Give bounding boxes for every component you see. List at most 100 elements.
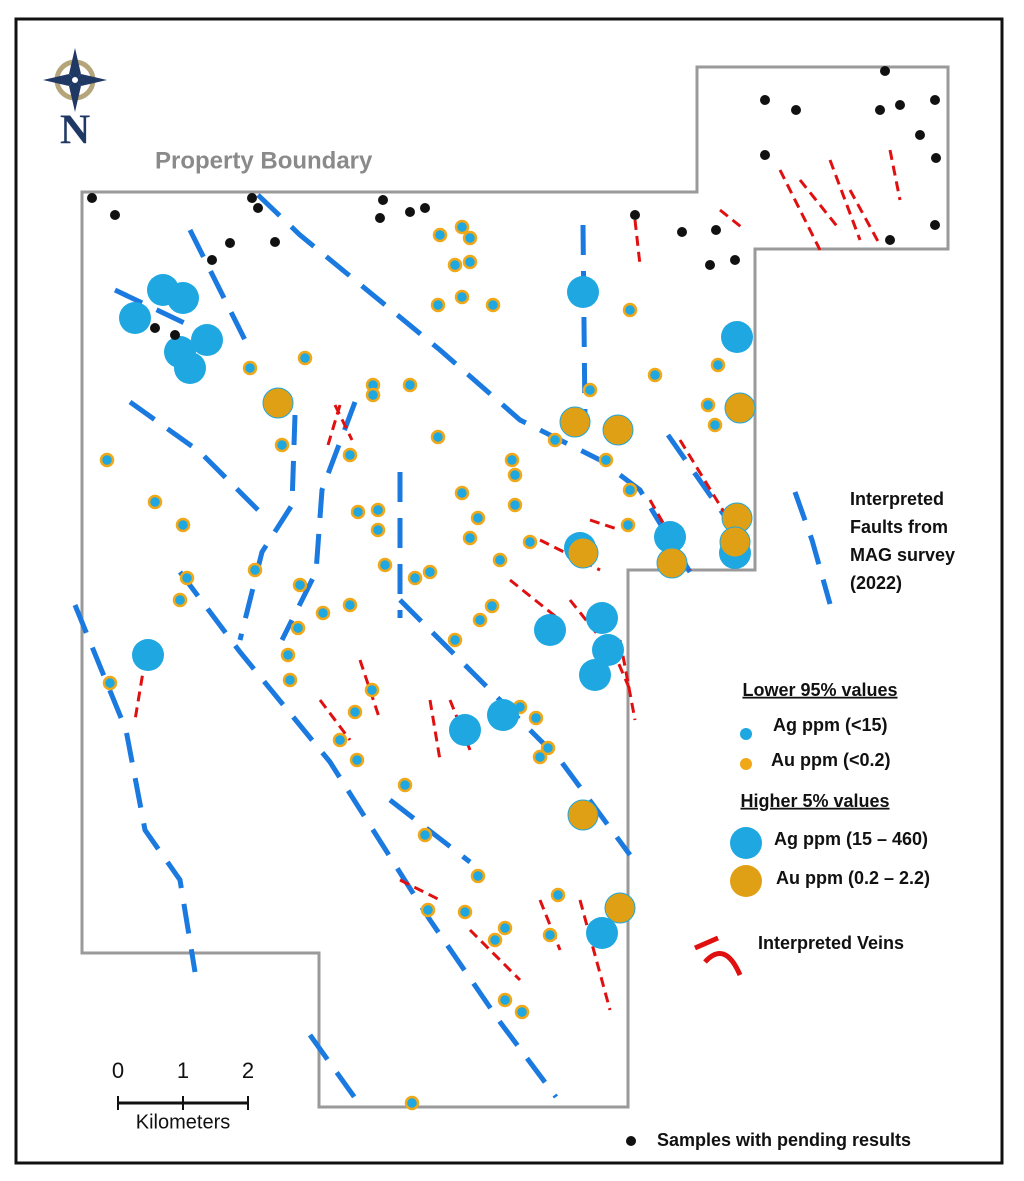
scale-label: 1: [177, 1058, 189, 1083]
sample: [290, 620, 306, 636]
sample-high-au: [719, 526, 751, 558]
samples: [87, 66, 941, 1111]
sample: [242, 360, 258, 376]
sample-pending: [705, 260, 715, 270]
legend-text: Samples with pending results: [657, 1130, 911, 1150]
sample-high-au: [262, 387, 294, 419]
sample-pending: [930, 220, 940, 230]
north-label: N: [60, 108, 90, 154]
sample-high-ag: [586, 917, 618, 949]
sample-high-ag: [487, 699, 519, 731]
sample: [420, 902, 436, 918]
sample: [462, 254, 478, 270]
legend-symbol: [626, 1136, 636, 1146]
vein: [538, 899, 562, 951]
sample-high-au: [567, 799, 599, 831]
boundary-label: Property Boundary: [155, 147, 373, 174]
fault: [128, 399, 267, 519]
sample-high-ag: [449, 714, 481, 746]
sample: [370, 522, 386, 538]
sample: [710, 357, 726, 373]
sample-pending: [110, 210, 120, 220]
sample: [700, 397, 716, 413]
sample: [179, 570, 195, 586]
sample: [365, 387, 381, 403]
property-boundary: [80, 65, 950, 1109]
vein: [509, 578, 561, 622]
scale-unit: Kilometers: [136, 1111, 230, 1133]
fault: [307, 1033, 363, 1107]
legend-heading: Lower 95% values: [742, 680, 897, 700]
sample: [430, 429, 446, 445]
sample-high-au: [656, 547, 688, 579]
fault: [279, 401, 358, 642]
sample-pending: [880, 66, 890, 76]
sample-high-ag: [534, 614, 566, 646]
scale-label: 0: [112, 1058, 124, 1083]
sample-high-ag: [167, 282, 199, 314]
sample-pending: [930, 95, 940, 105]
sample: [598, 452, 614, 468]
sample: [470, 868, 486, 884]
sample-pending: [760, 150, 770, 160]
sample-high-ag: [191, 324, 223, 356]
vein: [448, 699, 472, 751]
legend-text: Faults from: [850, 517, 948, 537]
sample: [487, 932, 503, 948]
sample: [422, 564, 438, 580]
sample: [417, 827, 433, 843]
sample-pending: [170, 330, 180, 340]
fault: [72, 604, 198, 973]
sample: [349, 752, 365, 768]
vein: [578, 899, 612, 1011]
sample-pending: [730, 255, 740, 265]
sample-pending: [87, 193, 97, 203]
legend-symbol: [730, 827, 762, 859]
sample: [350, 504, 366, 520]
sample: [472, 612, 488, 628]
sample: [622, 302, 638, 318]
sample-pending: [247, 193, 257, 203]
sample-pending: [405, 207, 415, 217]
sample-pending: [711, 225, 721, 235]
legend-text: Au ppm (<0.2): [771, 750, 891, 770]
sample: [347, 704, 363, 720]
legend-text: (2022): [850, 573, 902, 593]
sample-high-ag: [579, 659, 611, 691]
sample-pending: [420, 203, 430, 213]
sample: [404, 1095, 420, 1111]
sample: [582, 382, 598, 398]
sample: [514, 1004, 530, 1020]
sample-high-au: [602, 414, 634, 446]
sample: [522, 534, 538, 550]
sample: [507, 467, 523, 483]
sample-high-ag: [567, 276, 599, 308]
sample-pending: [225, 238, 235, 248]
vein: [848, 189, 882, 246]
sample: [462, 230, 478, 246]
vein: [468, 928, 522, 982]
sample: [274, 437, 290, 453]
vein: [888, 149, 902, 201]
sample-pending: [207, 255, 217, 265]
sample: [447, 257, 463, 273]
sample: [315, 605, 331, 621]
sample: [364, 682, 380, 698]
sample: [370, 502, 386, 518]
sample-high-ag: [132, 639, 164, 671]
sample: [470, 510, 486, 526]
sample: [377, 557, 393, 573]
sample: [620, 517, 636, 533]
sample: [497, 920, 513, 936]
vein: [618, 639, 637, 721]
veins: [133, 149, 902, 1011]
sample-high-ag: [721, 321, 753, 353]
vein: [589, 518, 621, 532]
sample: [547, 432, 563, 448]
map-frame: [14, 17, 1004, 1165]
vein: [399, 878, 441, 902]
sample: [430, 297, 446, 313]
sample-high-ag: [654, 521, 686, 553]
sample: [282, 672, 298, 688]
vein: [318, 699, 352, 741]
